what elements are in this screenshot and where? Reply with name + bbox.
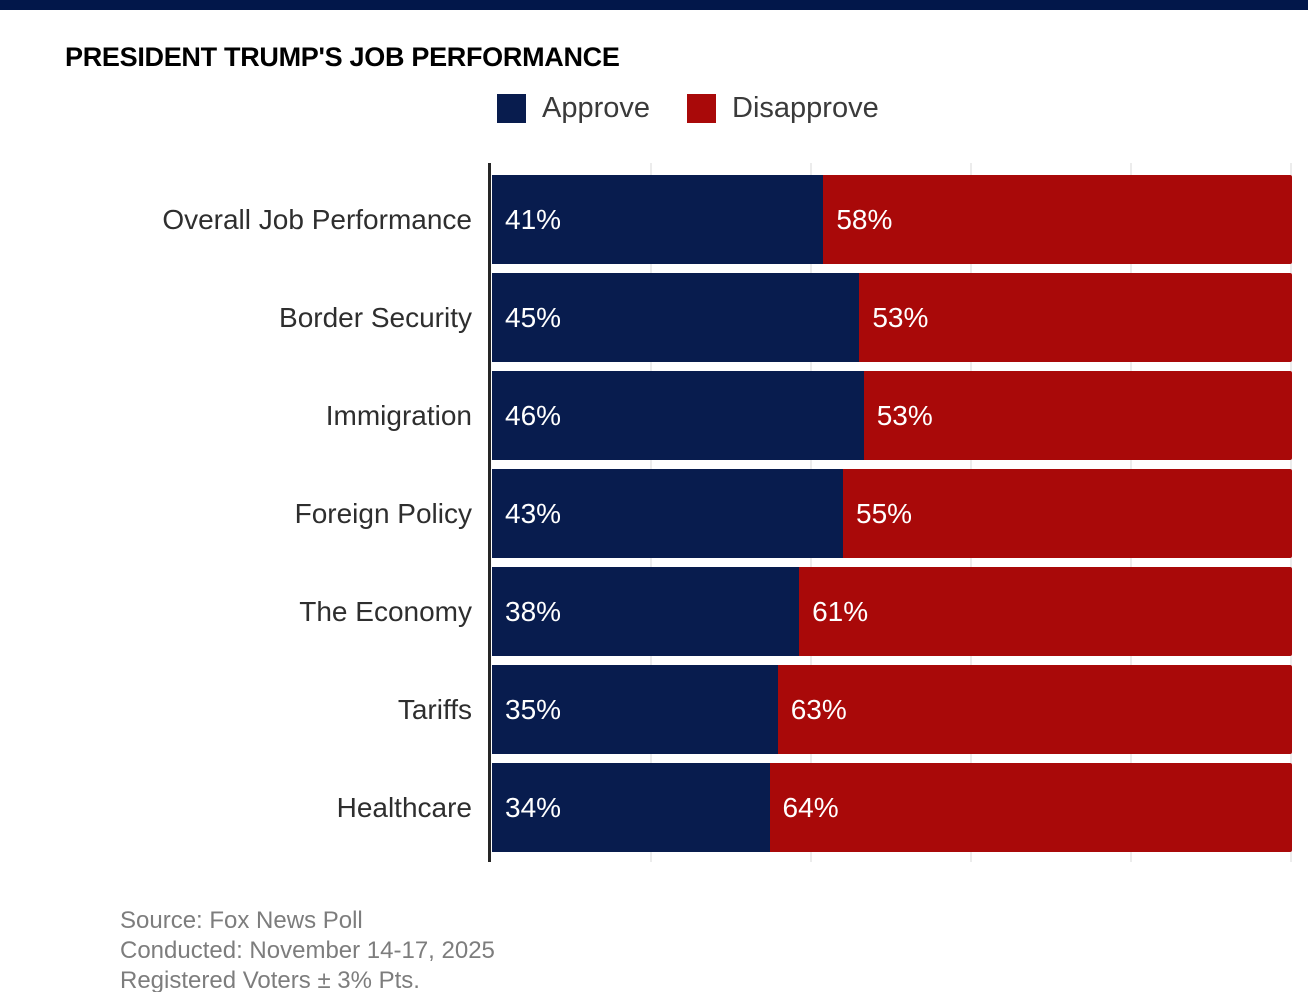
legend-item-disapprove: Disapprove	[687, 92, 879, 125]
value-label: 43%	[505, 497, 562, 529]
value-label: 46%	[505, 399, 562, 431]
category-label: Healthcare	[336, 791, 472, 823]
bar-segment-disapprove: 53%	[863, 371, 1292, 460]
legend-label: Approve	[542, 92, 651, 124]
top-banner	[0, 0, 1308, 10]
bar-segment-approve: 35%	[492, 665, 778, 754]
value-label: 38%	[505, 595, 562, 627]
chart-row: Overall Job Performance 41% 58%	[0, 175, 1292, 264]
source-line: Conducted: November 14-17, 2025	[120, 937, 495, 964]
bar-track: 38% 61%	[492, 567, 1292, 656]
value-label: 41%	[505, 203, 562, 235]
bar-segment-disapprove: 64%	[769, 763, 1292, 852]
bar-segment-disapprove: 55%	[843, 469, 1292, 558]
bar-track: 41% 58%	[492, 175, 1292, 264]
chart-row: Tariffs 35% 63%	[0, 665, 1292, 754]
value-label: 63%	[790, 693, 847, 725]
chart-row: The Economy 38% 61%	[0, 567, 1292, 656]
bar-segment-disapprove: 53%	[859, 273, 1292, 362]
bar-track: 43% 55%	[492, 469, 1292, 558]
y-axis-line	[488, 163, 491, 862]
value-label: 61%	[812, 595, 869, 627]
bar-segment-approve: 38%	[492, 567, 800, 656]
value-label: 55%	[856, 497, 913, 529]
chart-row: Immigration 46% 53%	[0, 371, 1292, 460]
value-label: 34%	[505, 791, 562, 823]
chart-row: Foreign Policy 43% 55%	[0, 469, 1292, 558]
category-label: Tariffs	[397, 693, 472, 725]
chart-row: Border Security 45% 53%	[0, 273, 1292, 362]
bar-track: 35% 63%	[492, 665, 1292, 754]
legend: Approve Disapprove	[497, 92, 916, 125]
legend-swatch-disapprove	[687, 94, 717, 123]
page-title: PRESIDENT TRUMP'S JOB PERFORMANCE	[65, 42, 620, 72]
bar-segment-approve: 34%	[492, 763, 770, 852]
chart-row: Healthcare 34% 64%	[0, 763, 1292, 852]
bar-segment-approve: 46%	[492, 371, 864, 460]
category-label: Border Security	[279, 301, 472, 333]
value-label: 53%	[876, 399, 933, 431]
value-label: 45%	[505, 301, 562, 333]
legend-swatch-approve	[497, 94, 526, 123]
bar-segment-disapprove: 63%	[777, 665, 1292, 754]
legend-label: Disapprove	[732, 92, 879, 124]
source-line: Source: Fox News Poll	[120, 907, 363, 934]
bar-segment-approve: 45%	[492, 273, 860, 362]
value-label: 58%	[836, 203, 893, 235]
source-note: Source: Fox News Poll Conducted: Novembe…	[120, 906, 495, 992]
bar-track: 34% 64%	[492, 763, 1292, 852]
bar-segment-disapprove: 58%	[823, 175, 1292, 264]
category-label: The Economy	[299, 595, 472, 627]
source-line: Registered Voters ± 3% Pts.	[120, 967, 420, 992]
legend-item-approve: Approve	[497, 92, 650, 125]
bar-chart: Overall Job Performance 41% 58% Border Secu…	[0, 175, 1292, 852]
bar-track: 45% 53%	[492, 273, 1292, 362]
bar-segment-approve: 41%	[492, 175, 824, 264]
bar-track: 46% 53%	[492, 371, 1292, 460]
bar-segment-disapprove: 61%	[799, 567, 1292, 656]
bar-segment-approve: 43%	[492, 469, 844, 558]
value-label: 35%	[505, 693, 562, 725]
value-label: 64%	[782, 791, 839, 823]
value-label: 53%	[872, 301, 929, 333]
category-label: Immigration	[325, 399, 472, 431]
category-label: Foreign Policy	[294, 497, 472, 529]
category-label: Overall Job Performance	[162, 203, 472, 235]
